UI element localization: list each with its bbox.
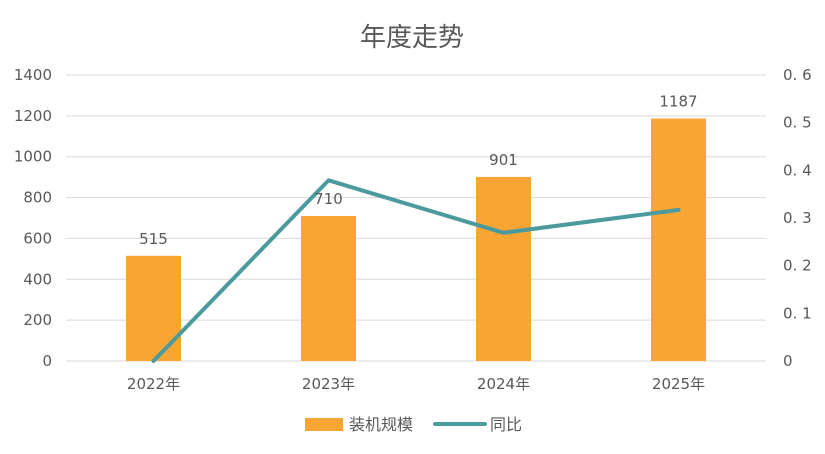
- bar: [301, 216, 356, 361]
- line-series-tongbi: [154, 180, 679, 361]
- y-right-tick-label: 0. 4: [783, 161, 812, 179]
- bar-data-label: 515: [139, 230, 168, 248]
- y-right-tick-label: 0. 1: [783, 304, 812, 322]
- y-left-tick-label: 1000: [14, 148, 52, 166]
- legend-swatch-bar: [305, 418, 343, 431]
- bar: [476, 177, 531, 361]
- x-tick-label: 2022年: [127, 375, 180, 393]
- bar: [126, 256, 181, 361]
- y-left-tick-label: 600: [23, 229, 52, 247]
- y-left-tick-label: 400: [23, 270, 52, 288]
- y-right-tick-label: 0: [783, 352, 793, 370]
- chart-title: 年度走势: [360, 23, 464, 53]
- legend-layer: 装机规模 同比: [305, 415, 522, 434]
- bar: [651, 119, 706, 361]
- bars-layer: [126, 119, 706, 361]
- legend-label-line: 同比: [490, 415, 522, 434]
- x-tick-label: 2025年: [652, 375, 705, 393]
- y-left-tick-label: 0: [42, 352, 52, 370]
- y-right-tick-label: 0. 3: [783, 209, 812, 227]
- x-tick-label: 2023年: [302, 375, 355, 393]
- y-left-tick-label: 800: [23, 189, 52, 207]
- legend-label-bar: 装机规模: [349, 415, 413, 434]
- y-left-tick-label: 1200: [14, 107, 52, 125]
- bar-data-label: 901: [489, 151, 518, 169]
- y-left-tick-label: 200: [23, 311, 52, 329]
- bar-data-label: 1187: [659, 93, 697, 111]
- x-tick-label: 2024年: [477, 375, 530, 393]
- line-layer: [153, 180, 678, 361]
- y-left-tick-label: 1400: [14, 66, 52, 84]
- y-right-tick-label: 0. 2: [783, 257, 812, 275]
- y-right-tick-label: 0. 5: [783, 114, 812, 132]
- bar-data-label: 710: [314, 190, 343, 208]
- y-right-tick-label: 0. 6: [783, 66, 812, 84]
